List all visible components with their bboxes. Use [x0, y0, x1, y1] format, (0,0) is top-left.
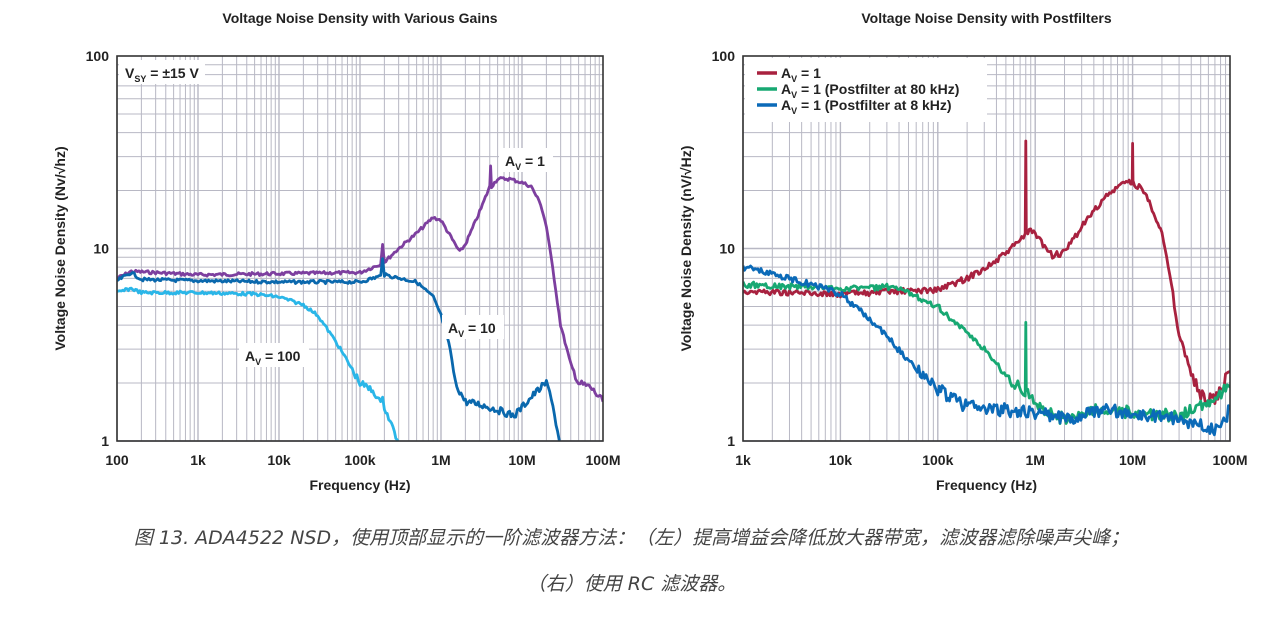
annotation-av1: AV = 1: [505, 153, 545, 172]
y-tick-label: 10: [719, 241, 735, 257]
legend-entry-sub: V: [791, 74, 797, 84]
annotation-av10: AV = 10: [448, 320, 496, 339]
x-tick-label: 100k: [922, 452, 953, 468]
annotation-av100: AV = 100: [245, 348, 301, 367]
x-tick-label: 10k: [829, 452, 853, 468]
annotation-av100-main: A: [245, 348, 255, 364]
y-tick-label: 100: [86, 48, 110, 64]
legend-entry-sub: V: [791, 106, 797, 116]
legend-entry-main: A: [781, 81, 791, 97]
legend-entry-rest: = 1 (Postfilter at 8 kHz): [797, 97, 951, 113]
annotation-av100-sub: V: [255, 357, 261, 367]
series-line-3: [117, 286, 400, 441]
series-line-3: [743, 264, 1230, 437]
x-tick-label: 1M: [1025, 452, 1044, 468]
x-tick-label: 10k: [267, 452, 291, 468]
annotation-bg: [239, 343, 309, 367]
annotation-vsy-sub: SY: [134, 74, 146, 84]
y-tick-label: 10: [93, 241, 109, 257]
x-tick-label: 10M: [508, 452, 535, 468]
annotation-bg: [499, 148, 553, 172]
legend-entry: AV = 1: [781, 65, 821, 84]
annotation-av10-rest: = 10: [464, 320, 496, 336]
legend-entry: AV = 1 (Postfilter at 8 kHz): [781, 97, 952, 116]
series-line-2: [743, 280, 1230, 425]
annotation-av1-rest: = 1: [521, 153, 545, 169]
chart-title: Voltage Noise Density with Various Gains: [222, 10, 497, 26]
annotation-vsy: VSY = ±15 V: [125, 65, 199, 84]
figure: 100 1k 10k 100k 1M 10M 100M 1 10 100 Voltage Noise…: [52, 10, 1248, 493]
x-axis-label: Frequency (Hz): [309, 477, 410, 493]
plot-frame: [742, 55, 1231, 442]
x-axis-label: Frequency (Hz): [936, 477, 1037, 493]
annotation-av100-rest: = 100: [261, 348, 301, 364]
annotation-bg: [442, 315, 504, 339]
x-tick-label: 100k: [344, 452, 375, 468]
legend-entry-sub: V: [791, 90, 797, 100]
caption-line-1: 图 13. ADA4522 NSD，使用顶部显示的一阶滤波器方法：（左）提高增益…: [133, 527, 1130, 549]
legend-bg: [745, 58, 987, 122]
x-tick-label: 1k: [735, 452, 751, 468]
x-tick-label: 1M: [431, 452, 450, 468]
annotation-vsy-rest: = ±15 V: [146, 65, 199, 81]
x-tick-label: 100M: [585, 452, 620, 468]
x-tick-label: 1k: [190, 452, 206, 468]
legend: AV = 1AV = 1 (Postfilter at 80 kHz)AV = …: [745, 58, 987, 122]
annotation-av10-main: A: [448, 320, 458, 336]
chart-2: 1k 10k 100k 1M 10M 100M 1 10 100 Voltage Noise De…: [678, 10, 1248, 493]
x-tick-label: 100M: [1212, 452, 1247, 468]
caption-line-2: （右）使用 RC 滤波器。: [526, 573, 737, 595]
y-axis-label: Voltage Noise Density (Nv/√hz): [52, 146, 68, 350]
x-tick-label: 100: [105, 452, 129, 468]
chart-title: Voltage Noise Density with Postfilters: [861, 10, 1111, 26]
legend-entry-main: A: [781, 97, 791, 113]
annotation-av1-sub: V: [515, 162, 521, 172]
annotation-vsy-main: V: [125, 65, 135, 81]
annotation-bg: [119, 60, 205, 84]
y-axis-label: Voltage Noise Density (nV/√Hz): [678, 146, 694, 352]
series-line-1: [117, 164, 603, 403]
annotation-av1-main: A: [505, 153, 515, 169]
plot-frame: [116, 55, 604, 442]
legend-entry-rest: = 1 (Postfilter at 80 kHz): [797, 81, 959, 97]
series-line-1: [743, 139, 1230, 407]
annotation-av10-sub: V: [458, 329, 464, 339]
chart-1: 100 1k 10k 100k 1M 10M 100M 1 10 100 Voltage Noise…: [52, 10, 621, 493]
legend-entry-main: A: [781, 65, 791, 81]
x-tick-label: 10M: [1119, 452, 1146, 468]
y-tick-label: 1: [727, 433, 735, 449]
y-tick-label: 100: [712, 48, 736, 64]
legend-entry-rest: = 1: [797, 65, 821, 81]
y-tick-label: 1: [101, 433, 109, 449]
series-line-2: [117, 257, 561, 441]
legend-entry: AV = 1 (Postfilter at 80 kHz): [781, 81, 959, 100]
